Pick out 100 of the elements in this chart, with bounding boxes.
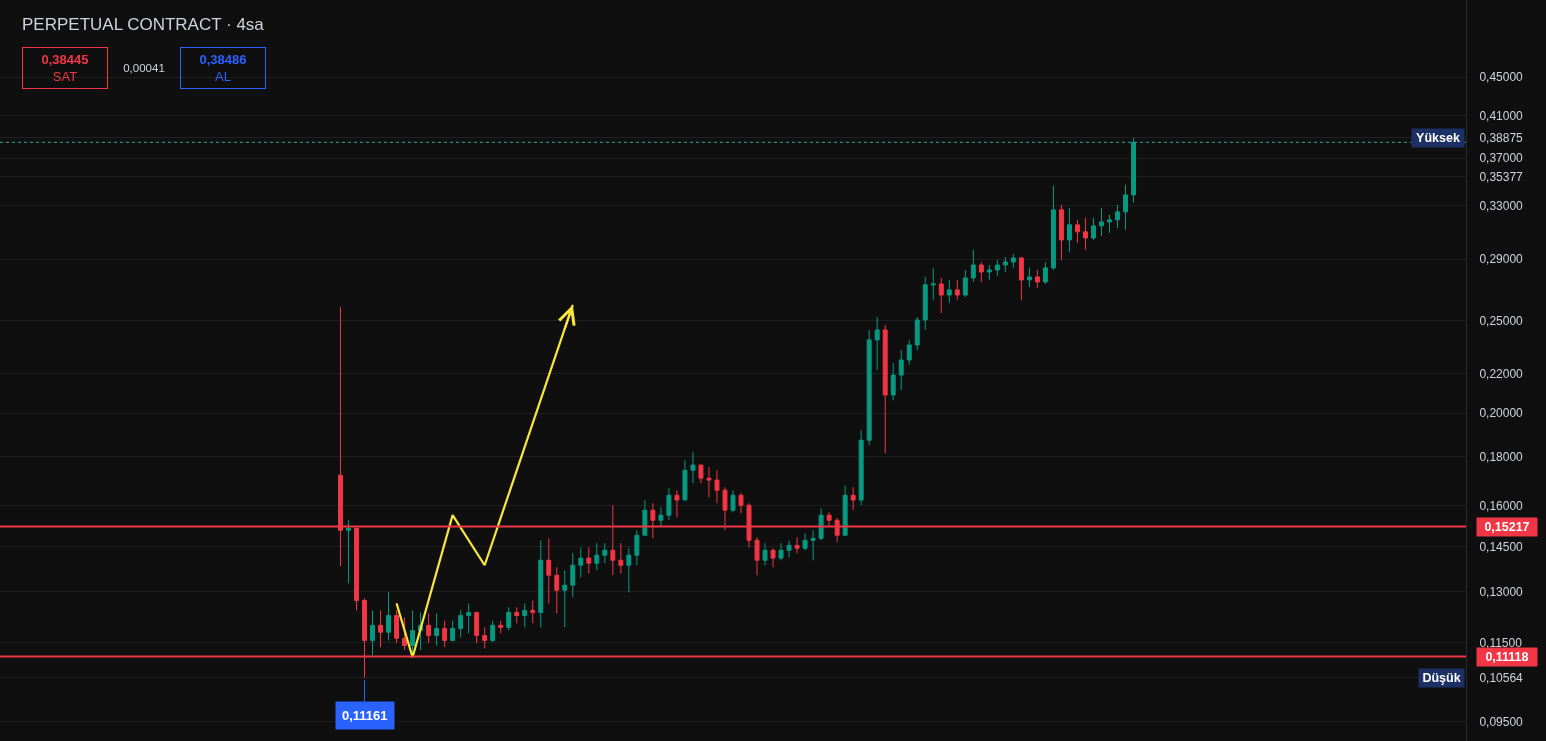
candlestick (618, 542, 624, 574)
candlestick (714, 469, 720, 504)
y-tick-label: 0,29000 (1479, 252, 1524, 267)
y-tick-label: 0,11500 (1479, 635, 1523, 650)
candlestick (1042, 261, 1048, 285)
candlestick (538, 539, 544, 628)
candlestick (810, 529, 816, 561)
candlestick (874, 316, 880, 371)
candlestick (866, 329, 872, 446)
candlestick (546, 537, 552, 604)
candlestick (1131, 137, 1137, 204)
candlestick (738, 492, 744, 514)
candlestick (594, 542, 600, 571)
candlestick (1083, 217, 1088, 251)
y-tick-label: 0,20000 (1479, 406, 1524, 421)
annotation: 0,38445 SAT (41, 52, 89, 84)
candlestick (946, 279, 952, 304)
candlestick (898, 349, 904, 391)
y-tick-label: 0,45000 (1479, 70, 1524, 85)
candlestick (818, 507, 824, 541)
candlestick (930, 267, 936, 301)
candlestick (514, 606, 520, 624)
annotation: Yüksek (1416, 131, 1460, 145)
candlestick (970, 249, 976, 283)
candlestick (426, 612, 432, 644)
candlestick (474, 611, 480, 644)
candlestick (1034, 269, 1040, 289)
candlestick (802, 532, 808, 551)
candlestick (754, 536, 760, 576)
candlestick (682, 459, 688, 501)
candlestick (882, 324, 888, 454)
candlestick (914, 316, 920, 351)
candlestick (378, 609, 383, 648)
candlestick (986, 264, 992, 281)
annotation: 0,38486 AL (199, 52, 247, 84)
y-tick-label: 0,16000 (1479, 498, 1524, 513)
candlestick (978, 261, 984, 283)
annotation: 0,00041 (123, 62, 165, 74)
candlestick (570, 552, 576, 598)
y-tick-label: 0,14500 (1479, 539, 1524, 554)
candlestick (850, 486, 856, 511)
candlestick (1123, 184, 1128, 231)
candlestick (602, 542, 608, 564)
candlestick (1075, 219, 1080, 244)
candlestick (458, 609, 464, 638)
candlestick (498, 620, 504, 634)
candlestick (626, 546, 632, 593)
candlestick (522, 602, 528, 628)
y-tick-label: 0,22000 (1479, 366, 1524, 381)
y-tick-label: 0,09500 (1479, 715, 1524, 729)
candlestick (994, 259, 1000, 277)
candlestick (1010, 253, 1016, 269)
candlestick (690, 451, 696, 484)
candlestick (410, 609, 416, 654)
candlestick (1107, 214, 1112, 234)
candlestick (730, 489, 736, 513)
candlestick (1018, 256, 1024, 301)
y-tick-label: 0,35377 (1479, 170, 1524, 185)
candlestick (482, 626, 488, 649)
candlestick (1058, 204, 1064, 261)
y-tick-label: 0,13000 (1479, 584, 1524, 599)
candlestick (506, 606, 512, 632)
ref-line-label: 0,15217 (1484, 520, 1530, 534)
candlestick (1115, 204, 1120, 229)
candlestick (778, 542, 784, 561)
candlestick (1050, 185, 1056, 271)
candlestick (1099, 207, 1104, 237)
candlestick (394, 609, 399, 644)
candlestick (890, 362, 896, 401)
y-tick-label: 0,41000 (1479, 108, 1524, 123)
candlestick (450, 620, 456, 641)
y-tick-label: 0,38875 (1479, 130, 1524, 145)
candlestick (706, 466, 712, 498)
candlestick (938, 277, 944, 314)
candlestick (530, 599, 536, 624)
candlestick (386, 591, 391, 641)
candlestick (1026, 267, 1032, 288)
candlestick (906, 339, 912, 366)
candlestick (346, 519, 351, 584)
candlestick (562, 569, 568, 628)
candlestick (642, 499, 648, 536)
candlestick (770, 547, 776, 568)
y-tick-label: 0,25000 (1479, 313, 1524, 328)
candlestick (842, 484, 848, 536)
annotation: 0,11161 (342, 708, 388, 723)
ref-line-label: 0,11118 (1485, 650, 1529, 664)
candlestick (434, 612, 440, 646)
y-tick-label: 0,37000 (1479, 151, 1524, 166)
candlestick (490, 620, 496, 643)
candlestick (1067, 207, 1072, 253)
text: PERPETUAL CONTRACT · 4sa (22, 14, 265, 34)
candlestick (442, 620, 448, 648)
candlestick (666, 487, 672, 521)
candlestick (586, 546, 592, 574)
candlestick (698, 464, 704, 484)
candlestick (1002, 256, 1008, 273)
candlestick (554, 566, 560, 614)
candlestick (1091, 217, 1096, 241)
candlestick (762, 542, 768, 566)
candlestick (634, 529, 640, 566)
